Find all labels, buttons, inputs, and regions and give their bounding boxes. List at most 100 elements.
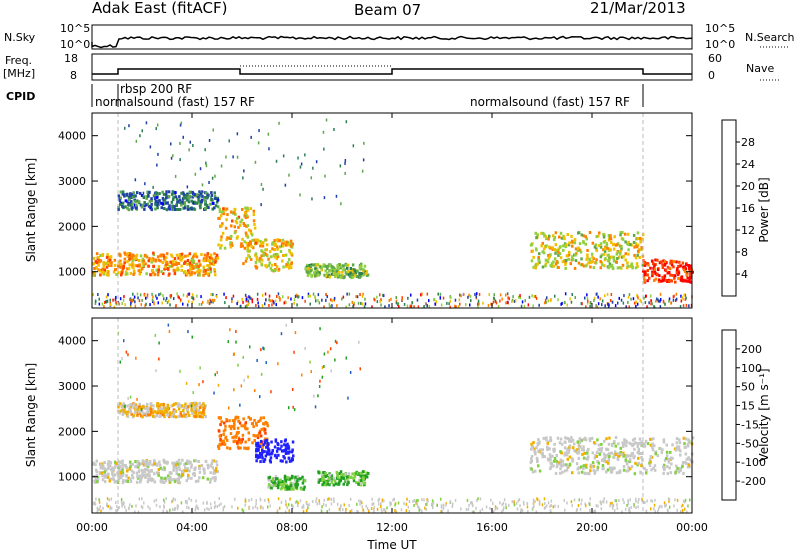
data-cell (417, 305, 420, 309)
data-cell (192, 414, 196, 418)
data-cell (619, 233, 622, 237)
data-cell (171, 255, 174, 258)
data-cell (212, 298, 214, 302)
data-cell (544, 298, 547, 302)
data-cell (165, 201, 169, 205)
data-cell (102, 264, 105, 268)
data-cell (189, 265, 193, 269)
data-cell (108, 464, 112, 468)
data-cell (337, 267, 340, 271)
data-cell (566, 437, 569, 440)
data-cell (674, 280, 677, 284)
data-cell (572, 241, 575, 244)
data-cell (109, 303, 112, 307)
data-cell (573, 241, 577, 245)
data-cell (503, 506, 505, 510)
data-cell (182, 406, 186, 410)
data-cell (586, 293, 588, 297)
data-cell (589, 497, 591, 501)
data-cell (595, 258, 598, 262)
data-cell (682, 503, 684, 507)
data-cell (328, 302, 331, 306)
data-cell (574, 247, 578, 251)
data-cell (524, 299, 526, 303)
data-cell (421, 292, 423, 296)
data-cell (482, 301, 484, 305)
data-cell (175, 253, 179, 257)
data-cell (277, 239, 280, 243)
data-cell (204, 272, 207, 276)
data-cell (296, 479, 299, 483)
data-cell (613, 466, 616, 470)
data-cell (113, 263, 117, 267)
data-cell (612, 257, 616, 260)
data-cell (425, 507, 428, 511)
data-cell (281, 486, 284, 489)
data-cell (155, 195, 159, 199)
data-cell (294, 295, 297, 298)
data-cell (683, 293, 685, 297)
data-cell (517, 499, 520, 503)
data-cell (176, 404, 180, 408)
power-ylabel: Slant Range [km] (24, 158, 38, 262)
data-cell (635, 304, 637, 308)
data-cell (564, 436, 567, 440)
data-cell (97, 508, 99, 512)
data-cell (555, 465, 559, 469)
data-cell (368, 509, 370, 513)
data-cell (324, 472, 327, 476)
data-cell (239, 223, 242, 227)
data-cell (183, 463, 186, 466)
data-cell (270, 485, 273, 489)
data-cell (185, 459, 189, 463)
data-cell (570, 436, 573, 440)
data-cell (161, 202, 165, 206)
data-cell (680, 504, 683, 508)
data-cell (631, 451, 635, 455)
data-cell (203, 206, 207, 210)
data-cell (196, 195, 200, 199)
data-cell (579, 507, 582, 511)
data-cell (352, 479, 356, 483)
data-cell (175, 268, 178, 272)
data-cell (575, 462, 579, 466)
data-cell (344, 472, 347, 476)
data-cell (199, 192, 203, 196)
data-cell (440, 510, 442, 514)
data-cell (255, 443, 258, 447)
data-cell (321, 475, 324, 479)
data-cell (654, 277, 658, 281)
data-cell (490, 498, 492, 502)
data-cell (214, 273, 217, 277)
data-cell (137, 269, 140, 273)
data-cell (684, 437, 688, 441)
data-cell (180, 264, 183, 268)
data-cell (195, 201, 198, 205)
data-cell (513, 500, 515, 504)
data-cell (538, 469, 542, 473)
data-cell (549, 299, 552, 303)
data-cell (315, 263, 318, 267)
data-cell (264, 441, 267, 445)
data-cell (618, 244, 622, 248)
data-cell (592, 266, 596, 270)
data-cell (384, 508, 386, 512)
data-cell (146, 402, 149, 406)
data-cell (141, 468, 144, 472)
data-cell (676, 267, 679, 271)
data-cell (538, 303, 540, 307)
data-cell (355, 295, 357, 299)
data-cell (132, 273, 135, 276)
data-cell (347, 481, 350, 485)
data-cell (186, 262, 189, 266)
data-cell (675, 298, 677, 302)
data-cell (165, 497, 167, 501)
data-cell (285, 460, 288, 464)
data-cell (676, 498, 679, 502)
data-cell (379, 505, 382, 508)
data-cell (535, 510, 538, 514)
beam-title: Beam 07 (354, 1, 421, 19)
data-cell (222, 508, 224, 512)
data-cell (652, 437, 655, 441)
data-cell (632, 233, 636, 237)
